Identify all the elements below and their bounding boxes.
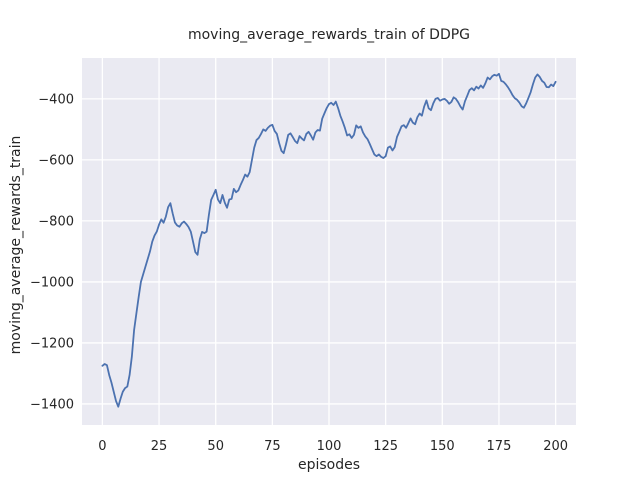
y-tick-label: −800 (38, 214, 74, 229)
x-tick-label: 175 (487, 439, 512, 454)
x-tick-label: 50 (207, 439, 224, 454)
x-tick-label: 100 (317, 439, 342, 454)
chart-title: moving_average_rewards_train of DDPG (187, 27, 471, 43)
x-tick-label: 125 (373, 439, 398, 454)
series-line (101, 72, 557, 408)
y-tick-label: −1000 (30, 275, 74, 290)
x-tick-label: 200 (543, 439, 568, 454)
y-tick-label: −1400 (30, 397, 74, 412)
y-tick-label: −400 (38, 92, 74, 107)
x-tick-label: 0 (98, 439, 106, 454)
x-tick-label: 75 (264, 439, 281, 454)
x-axis-label: episodes (297, 457, 361, 473)
y-tick-label: −600 (38, 153, 74, 168)
x-tick-label: 150 (430, 439, 455, 454)
x-tick-label: 25 (151, 439, 168, 454)
y-axis-label: moving_average_rewards_train (8, 135, 24, 355)
y-tick-label: −1200 (30, 336, 74, 351)
